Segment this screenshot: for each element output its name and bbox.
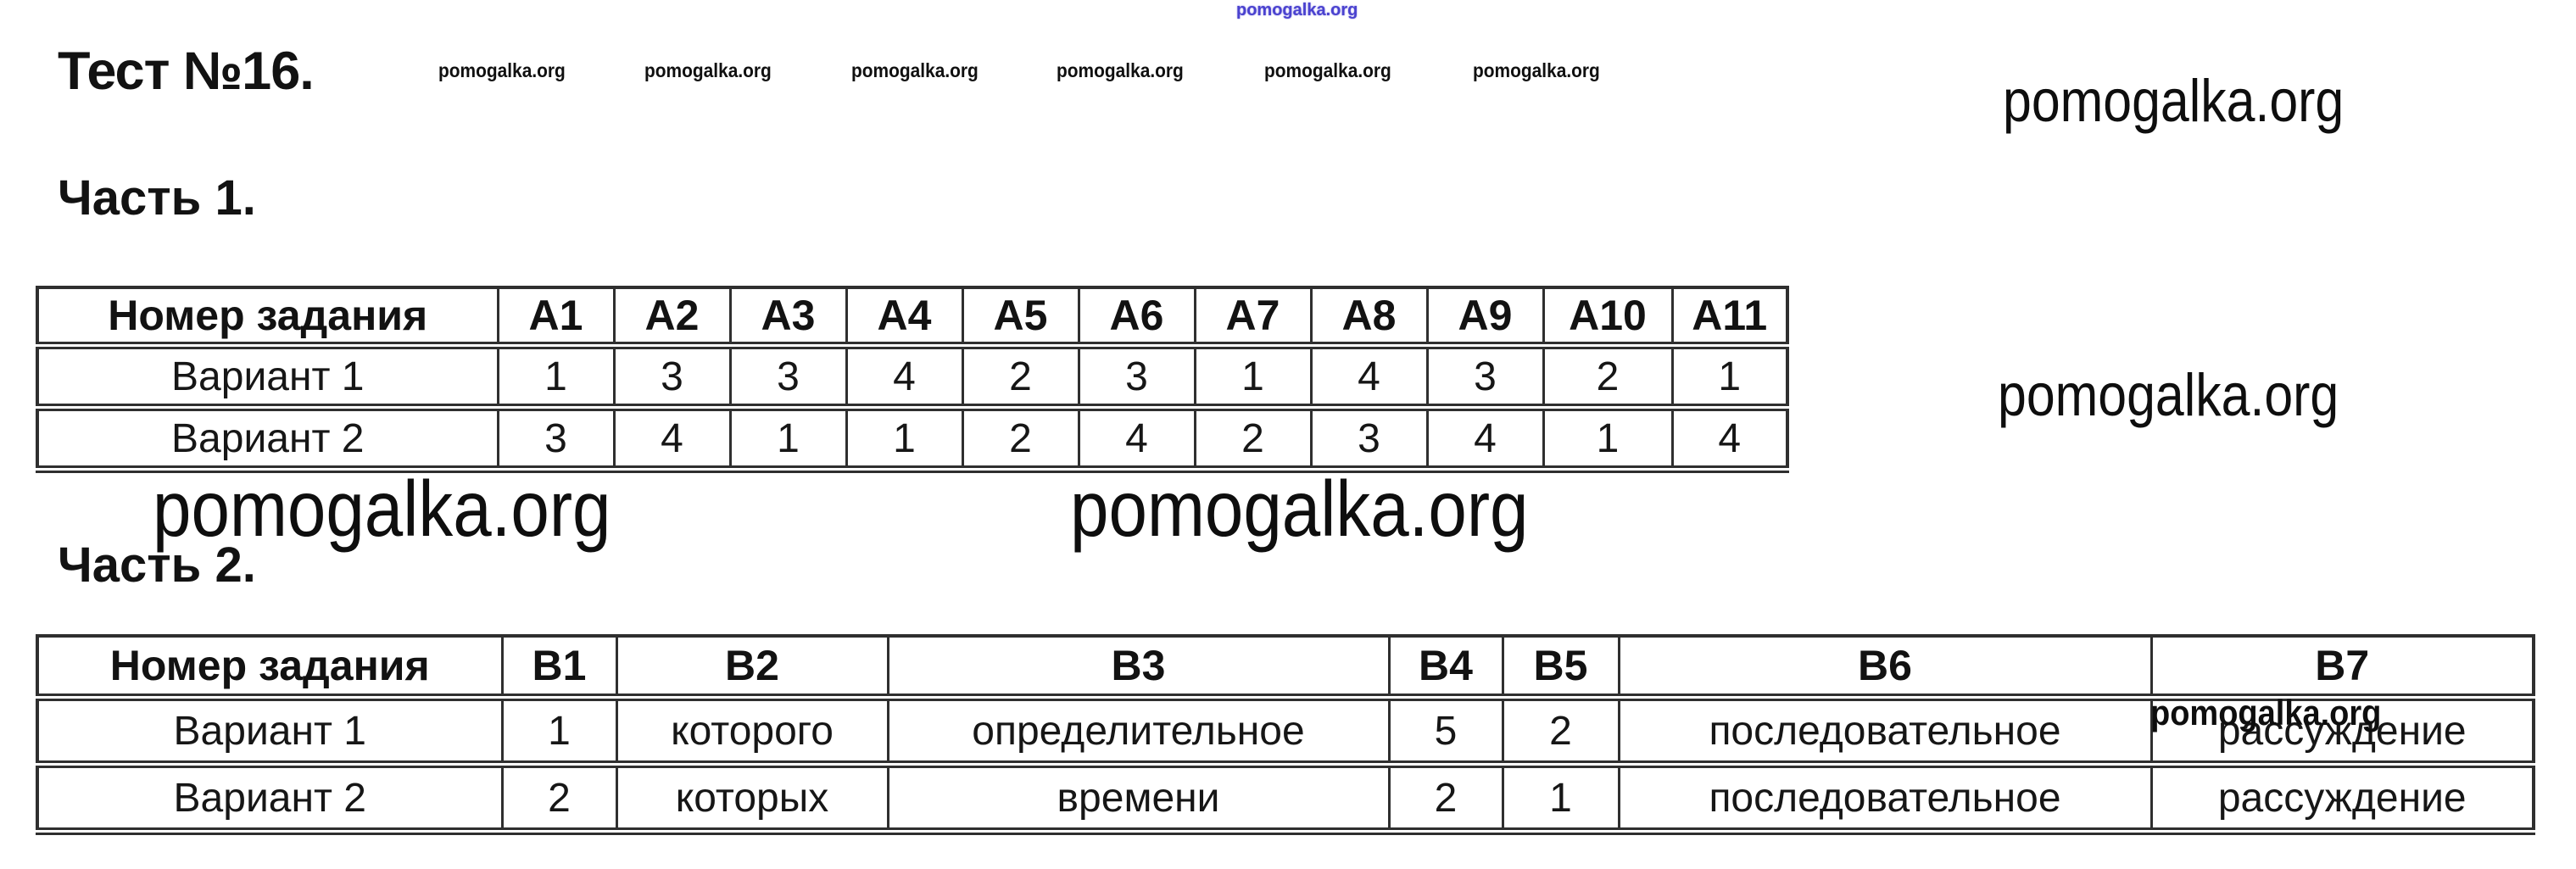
part1-heading: Часть 1. (58, 170, 256, 226)
table-header-cell: В3 (886, 634, 1391, 701)
task-number-header-cell: Номер задания (36, 634, 504, 701)
table-header-cell: В1 (500, 634, 618, 701)
table-header-cell: В6 (1617, 634, 2153, 701)
answer-cell: которых (615, 763, 889, 835)
watermark: pomogalka.org (1057, 59, 1184, 82)
table-header-cell: В4 (1387, 634, 1504, 701)
answer-cell: 3 (1425, 344, 1545, 411)
answer-cell: 1 (1542, 406, 1674, 473)
answer-cell: последовательное (1617, 696, 2153, 768)
variant-label-cell: Вариант 1 (36, 344, 499, 411)
watermark-large: pomogalka.org (2003, 67, 2345, 135)
table-row: Вариант 2 2 которых времени 2 1 последовательн… (36, 763, 2535, 835)
watermark-large: pomogalka.org (153, 465, 611, 554)
table-header-cell: А2 (612, 286, 732, 349)
watermark: pomogalka.org (438, 59, 566, 82)
answer-cell: 5 (1387, 696, 1504, 768)
table-header-cell: А11 (1670, 286, 1789, 349)
answer-cell: 4 (1309, 344, 1429, 411)
answer-cell: 2 (961, 344, 1080, 411)
answer-cell: рассуждение (2149, 763, 2535, 835)
answer-cell: определительное (886, 696, 1391, 768)
answer-cell: которого (615, 696, 889, 768)
answer-cell: 3 (1077, 344, 1196, 411)
answer-cell: 3 (728, 344, 848, 411)
watermark-large: pomogalka.org (1998, 361, 2339, 429)
answers-table-part1: Номер задания А1 А2 А3 А4 А5 А6 А7 А8 А9 А10 А11 Вар… (36, 286, 1789, 473)
answers-table-part2: Номер задания В1 В2 В3 В4 В5 В6 В7 Вариант 1 1 кот… (36, 634, 2535, 835)
table-header-cell: А6 (1077, 286, 1196, 349)
answer-cell: 2 (961, 406, 1080, 473)
watermark: pomogalka.org (1264, 59, 1391, 82)
watermark-blue: pomogalka.org (1236, 1, 1358, 19)
answer-cell: 2 (500, 763, 618, 835)
variant-label-cell: Вариант 2 (36, 406, 499, 473)
answer-cell: 4 (1077, 406, 1196, 473)
watermark: pomogalka.org (851, 59, 979, 82)
answer-cell: 2 (1542, 344, 1674, 411)
table-header-cell: А5 (961, 286, 1080, 349)
watermark: pomogalka.org (644, 59, 772, 82)
table-header-cell: А10 (1542, 286, 1674, 349)
table-header-cell: А8 (1309, 286, 1429, 349)
table-header-cell: В7 (2149, 634, 2535, 701)
answer-cell: 1 (496, 344, 616, 411)
table-header-cell: А7 (1193, 286, 1313, 349)
answer-cell: 1 (1501, 763, 1620, 835)
answer-cell: 1 (728, 406, 848, 473)
answer-cell: 1 (1193, 344, 1313, 411)
answer-cell: 3 (496, 406, 616, 473)
table-header-row: Номер задания В1 В2 В3 В4 В5 В6 В7 (36, 634, 2535, 701)
table-header-cell: В2 (615, 634, 889, 701)
task-number-header-cell: Номер задания (36, 286, 499, 349)
table-header-cell: А1 (496, 286, 616, 349)
answer-cell: времени (886, 763, 1391, 835)
answer-cell: 1 (500, 696, 618, 768)
answer-cell: рассуждение (2149, 696, 2535, 768)
watermark-large: pomogalka.org (1070, 465, 1529, 554)
watermark-in-table: pomogalka.org (2150, 694, 2382, 733)
answer-cell: 1 (1670, 344, 1789, 411)
table-row: Вариант 1 1 которого определительное 5 2 после… (36, 696, 2535, 768)
answer-cell: 4 (612, 406, 732, 473)
variant-label-cell: Вариант 1 (36, 696, 504, 768)
answer-cell: 2 (1501, 696, 1620, 768)
part2-heading: Часть 2. (58, 538, 256, 593)
answer-cell: 3 (1309, 406, 1429, 473)
answer-cell: 3 (612, 344, 732, 411)
answer-cell: 4 (845, 344, 964, 411)
variant-label-cell: Вариант 2 (36, 763, 504, 835)
answer-cell: 1 (845, 406, 964, 473)
table-header-cell: А9 (1425, 286, 1545, 349)
table-header-cell: В5 (1501, 634, 1620, 701)
answer-cell: 4 (1425, 406, 1545, 473)
table-header-row: Номер задания А1 А2 А3 А4 А5 А6 А7 А8 А9 А10 А11 (36, 286, 1789, 349)
answer-cell: 2 (1193, 406, 1313, 473)
answer-cell: 2 (1387, 763, 1504, 835)
answer-cell: последовательное (1617, 763, 2153, 835)
table-header-cell: А4 (845, 286, 964, 349)
answer-cell: 4 (1670, 406, 1789, 473)
page-title: Тест №16. (58, 42, 315, 101)
watermark: pomogalka.org (1473, 59, 1600, 82)
table-header-cell: А3 (728, 286, 848, 349)
